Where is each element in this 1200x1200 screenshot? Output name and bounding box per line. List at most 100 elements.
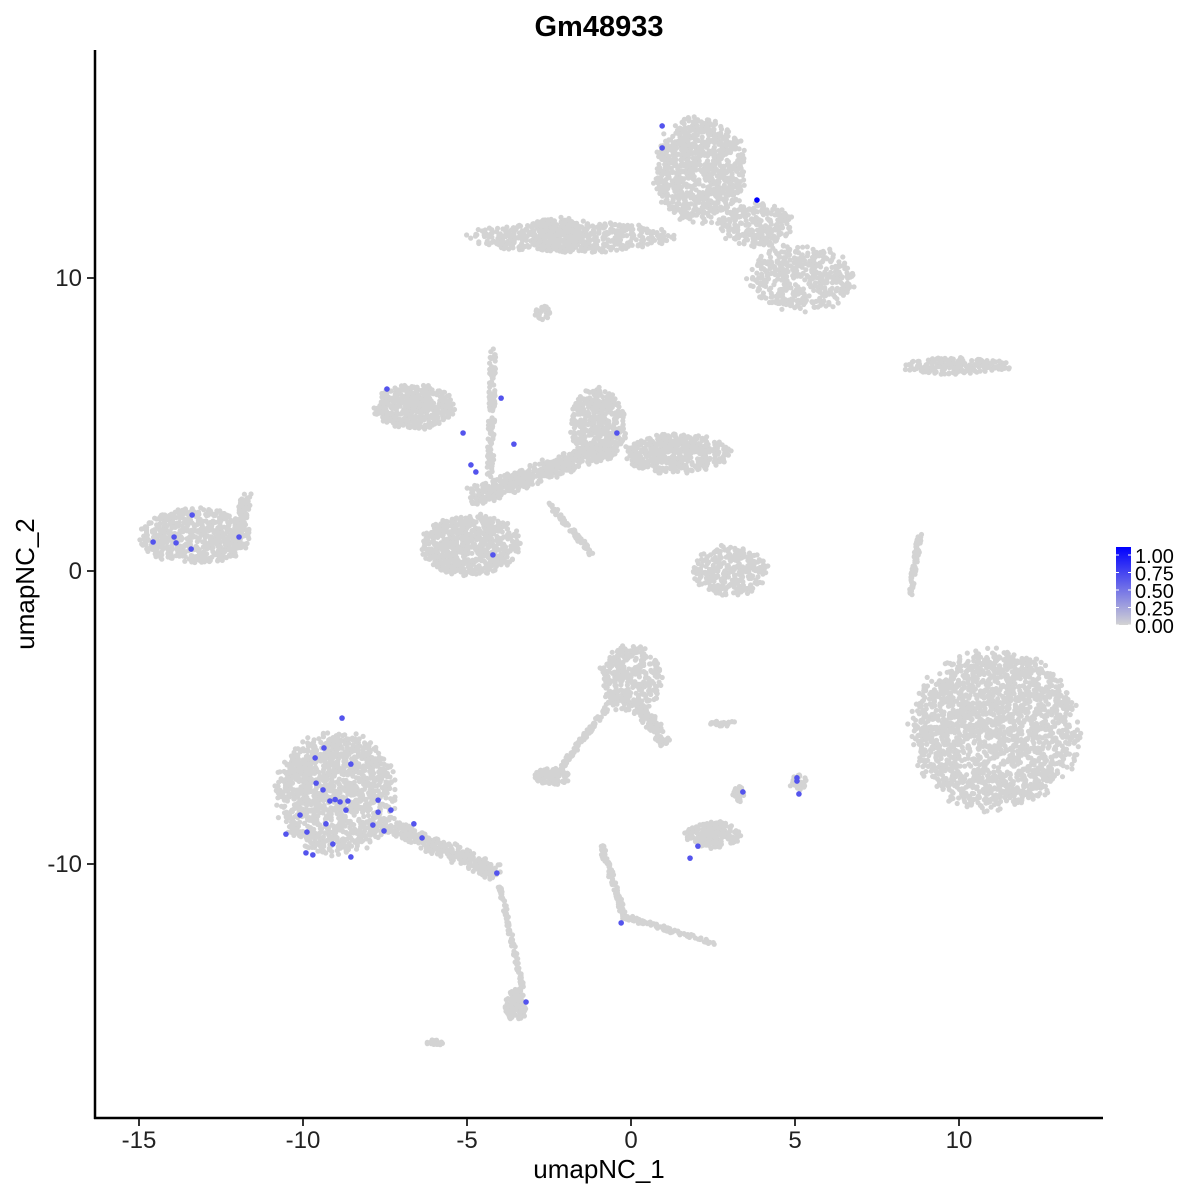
cell-point (670, 442, 676, 449)
cell-point (751, 205, 757, 211)
cell-point (627, 453, 633, 459)
cell-point (827, 287, 834, 293)
cell-point (379, 394, 385, 400)
cell-point (678, 456, 684, 462)
cell-point (736, 198, 742, 204)
cell-point (540, 217, 546, 223)
cell-point (695, 456, 701, 462)
cell-point (838, 279, 844, 285)
cell-point (709, 122, 715, 128)
cell-point (806, 293, 812, 299)
cell-point (999, 366, 1005, 372)
cell-point (769, 242, 775, 248)
cell-point (530, 475, 536, 481)
cell-point (590, 227, 597, 233)
cell-point (690, 141, 696, 147)
cell-point (399, 399, 405, 405)
cell-point (704, 210, 710, 217)
cell-point (780, 218, 787, 224)
cell-point (695, 197, 701, 203)
cell-point (971, 366, 977, 372)
cell-point (657, 184, 663, 190)
cell-point (603, 403, 609, 409)
cell-point (672, 123, 679, 129)
cell-point (608, 247, 614, 253)
cell-point (629, 445, 635, 451)
cell-point (819, 259, 825, 265)
cell-point (792, 305, 798, 311)
cell-point (716, 179, 722, 185)
cell-point (721, 459, 727, 465)
cell-point (476, 240, 482, 247)
cell-point (527, 462, 533, 469)
cell-point (679, 136, 685, 142)
cell-point (468, 235, 474, 241)
cell-point (568, 469, 574, 475)
cell-point (489, 460, 495, 467)
cell-point (686, 150, 692, 156)
cell-point (472, 233, 479, 239)
cell-point (713, 462, 719, 468)
cell-point (755, 232, 761, 238)
cell-point (430, 390, 436, 396)
cell-point (596, 402, 603, 408)
cell-point (446, 398, 452, 404)
cell-point (705, 158, 711, 164)
cell-point (794, 258, 800, 264)
cell-point (552, 509, 558, 515)
cell-point (724, 186, 730, 192)
cell-point (726, 167, 733, 174)
cell-point (673, 175, 679, 182)
cell-point (690, 219, 696, 225)
cell-point (590, 388, 596, 394)
cell-point (766, 299, 773, 306)
cell-point (511, 230, 517, 236)
cell-point (711, 146, 717, 153)
cell-point (719, 172, 726, 179)
cell-point (597, 446, 603, 452)
cell-point (996, 358, 1002, 364)
cell-point (507, 234, 513, 240)
cell-point (519, 228, 525, 234)
cell-point (781, 249, 788, 255)
cell-point (589, 397, 595, 403)
cell-point (725, 446, 731, 452)
cell-point (504, 228, 510, 234)
cell-point (850, 272, 856, 278)
cell-point (810, 272, 817, 278)
cell-point (609, 238, 615, 244)
cell-point (772, 248, 778, 254)
cell-point (775, 272, 782, 278)
cell-point (599, 249, 605, 255)
cell-point (723, 200, 729, 206)
cell-point (574, 234, 581, 240)
cell-point (675, 166, 681, 172)
cell-point (735, 235, 742, 241)
cell-point (723, 191, 729, 197)
cell-point (643, 448, 649, 454)
cell-point (796, 301, 802, 307)
cell-point (661, 157, 667, 163)
cell-point (399, 394, 405, 400)
cell-point (701, 464, 707, 470)
cell-point (758, 223, 764, 229)
cell-point (640, 234, 646, 241)
cell-point (685, 138, 691, 144)
cell-point (767, 254, 774, 260)
cell-point (703, 144, 709, 150)
cell-point (661, 131, 667, 137)
cell-point (676, 131, 682, 137)
cell-point (684, 157, 691, 163)
cell-point (690, 449, 696, 455)
cell-point (664, 193, 670, 199)
cell-point (705, 449, 712, 455)
cell-point (696, 180, 702, 186)
cell-point (576, 409, 582, 415)
cell-point (934, 364, 940, 370)
cell-point (716, 157, 722, 163)
cell-point (681, 432, 687, 438)
cell-point (497, 487, 504, 493)
cell-point (612, 444, 618, 450)
cell-point (651, 180, 657, 186)
cell-point (672, 162, 678, 169)
